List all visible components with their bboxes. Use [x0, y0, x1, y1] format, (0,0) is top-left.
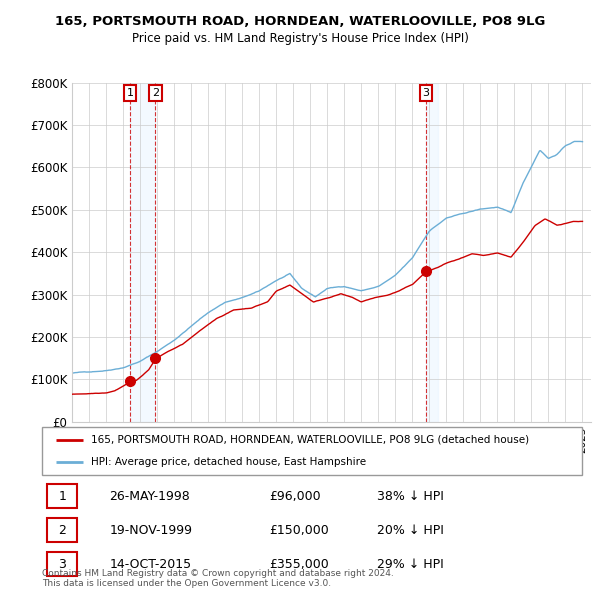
Text: Contains HM Land Registry data © Crown copyright and database right 2024.
This d: Contains HM Land Registry data © Crown c… [42, 569, 394, 588]
Text: 3: 3 [58, 558, 66, 571]
Text: 165, PORTSMOUTH ROAD, HORNDEAN, WATERLOOVILLE, PO8 9LG (detached house): 165, PORTSMOUTH ROAD, HORNDEAN, WATERLOO… [91, 435, 529, 445]
Text: 19-NOV-1999: 19-NOV-1999 [110, 524, 193, 537]
Bar [130, 83, 155, 422]
Text: 165, PORTSMOUTH ROAD, HORNDEAN, WATERLOOVILLE, PO8 9LG: 165, PORTSMOUTH ROAD, HORNDEAN, WATERLOO… [55, 15, 545, 28]
Text: 20% ↓ HPI: 20% ↓ HPI [377, 524, 443, 537]
FancyBboxPatch shape [42, 427, 582, 475]
Text: £96,000: £96,000 [269, 490, 320, 503]
Text: 29% ↓ HPI: 29% ↓ HPI [377, 558, 443, 571]
Text: 3: 3 [422, 88, 430, 98]
Text: 1: 1 [58, 490, 66, 503]
FancyBboxPatch shape [47, 484, 77, 509]
FancyBboxPatch shape [47, 518, 77, 542]
Text: Price paid vs. HM Land Registry's House Price Index (HPI): Price paid vs. HM Land Registry's House … [131, 32, 469, 45]
Text: £150,000: £150,000 [269, 524, 329, 537]
FancyBboxPatch shape [47, 552, 77, 576]
Text: £355,000: £355,000 [269, 558, 329, 571]
Text: HPI: Average price, detached house, East Hampshire: HPI: Average price, detached house, East… [91, 457, 366, 467]
Text: 14-OCT-2015: 14-OCT-2015 [110, 558, 191, 571]
Text: 1: 1 [127, 88, 133, 98]
Bar [426, 83, 438, 422]
Text: 2: 2 [58, 524, 66, 537]
Text: 2: 2 [152, 88, 159, 98]
Text: 38% ↓ HPI: 38% ↓ HPI [377, 490, 443, 503]
Text: 26-MAY-1998: 26-MAY-1998 [110, 490, 190, 503]
